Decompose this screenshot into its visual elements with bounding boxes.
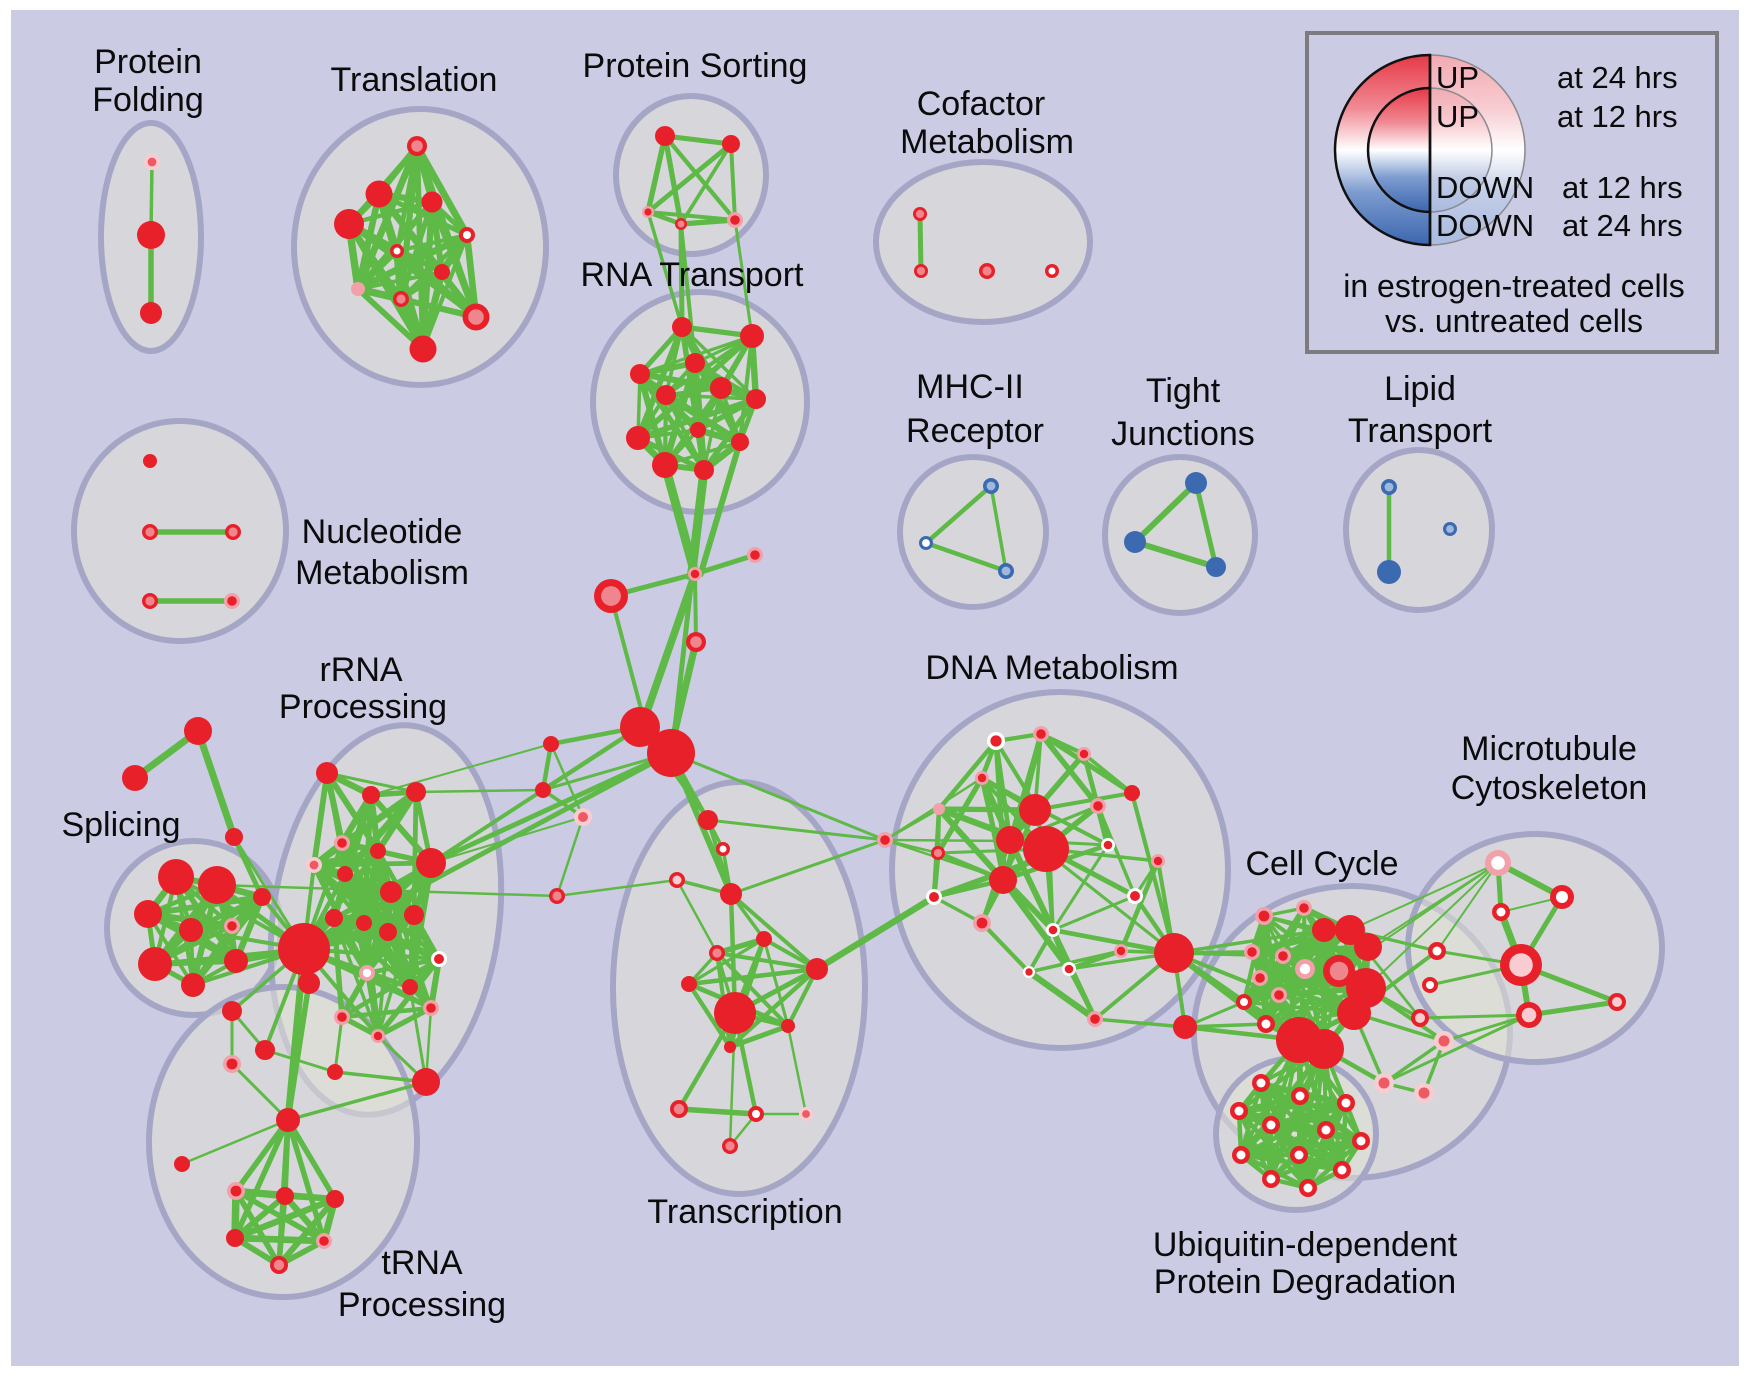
- svg-text:Cell Cycle: Cell Cycle: [1245, 845, 1398, 883]
- svg-text:Cytoskeleton: Cytoskeleton: [1451, 769, 1648, 807]
- svg-text:Transcription: Transcription: [647, 1193, 842, 1231]
- svg-text:at 12 hrs: at 12 hrs: [1562, 170, 1683, 205]
- svg-text:Junctions: Junctions: [1111, 415, 1255, 453]
- svg-text:at 24 hrs: at 24 hrs: [1562, 208, 1683, 243]
- svg-text:DNA Metabolism: DNA Metabolism: [925, 649, 1178, 687]
- svg-text:Cofactor: Cofactor: [917, 85, 1046, 123]
- svg-text:Transport: Transport: [1348, 412, 1493, 450]
- svg-text:at 24 hrs: at 24 hrs: [1557, 60, 1678, 95]
- svg-text:Processing: Processing: [279, 688, 447, 726]
- svg-text:vs. untreated cells: vs. untreated cells: [1385, 303, 1643, 339]
- svg-text:rRNA: rRNA: [319, 651, 402, 689]
- svg-text:UP: UP: [1436, 99, 1479, 134]
- svg-text:Processing: Processing: [338, 1286, 506, 1324]
- svg-text:Metabolism: Metabolism: [295, 554, 469, 592]
- svg-text:Nucleotide: Nucleotide: [302, 513, 463, 551]
- svg-text:Splicing: Splicing: [61, 806, 180, 844]
- svg-text:in estrogen-treated cells: in estrogen-treated cells: [1343, 268, 1685, 304]
- svg-text:Lipid: Lipid: [1384, 370, 1456, 408]
- svg-text:UP: UP: [1436, 60, 1479, 95]
- svg-text:Microtubule: Microtubule: [1461, 730, 1637, 768]
- svg-text:Metabolism: Metabolism: [900, 123, 1074, 161]
- svg-text:Protein Sorting: Protein Sorting: [583, 47, 808, 85]
- svg-text:Ubiquitin-dependent: Ubiquitin-dependent: [1153, 1226, 1458, 1264]
- svg-text:Protein Degradation: Protein Degradation: [1154, 1263, 1456, 1301]
- svg-text:Tight: Tight: [1146, 372, 1221, 410]
- svg-text:RNA Transport: RNA Transport: [581, 256, 805, 294]
- svg-text:Translation: Translation: [331, 61, 498, 99]
- svg-text:Receptor: Receptor: [906, 412, 1044, 450]
- svg-text:Protein: Protein: [94, 43, 202, 81]
- svg-text:at 12 hrs: at 12 hrs: [1557, 99, 1678, 134]
- svg-text:DOWN: DOWN: [1436, 208, 1534, 243]
- svg-text:MHC-II: MHC-II: [916, 368, 1024, 406]
- svg-text:tRNA: tRNA: [381, 1244, 463, 1282]
- svg-text:Folding: Folding: [92, 81, 204, 119]
- svg-text:DOWN: DOWN: [1436, 170, 1534, 205]
